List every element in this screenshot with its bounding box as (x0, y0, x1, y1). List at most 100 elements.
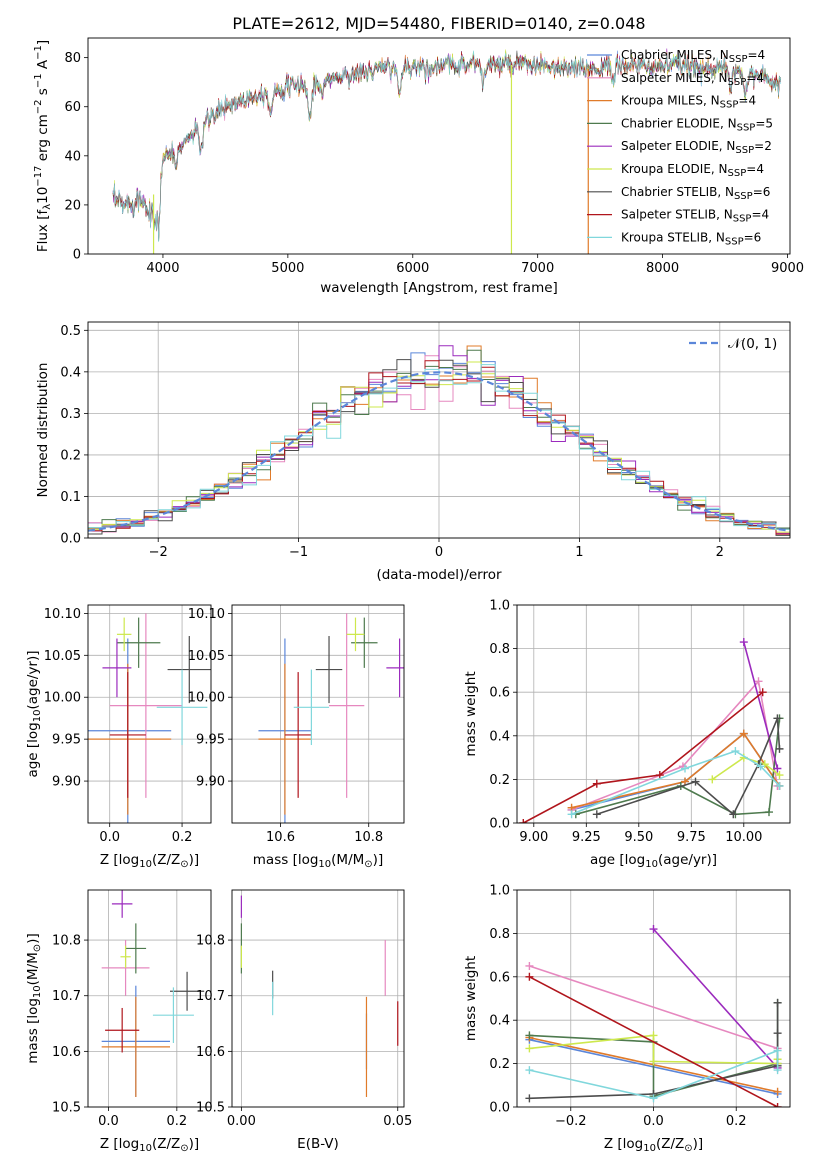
x-tick-label: 10.00 (725, 830, 762, 845)
legend-normal: 𝒩(0, 1) (728, 336, 777, 352)
spectrum-kroupa_stelib (112, 50, 782, 242)
weight-marker-kroupa_stelib (773, 1066, 782, 1075)
y-tick-label: 1.0 (489, 599, 510, 614)
y-tick-label: 9.95 (196, 733, 225, 748)
weight-marker-chabrier_stelib (773, 714, 782, 723)
weight-line-salpeter_stelib (522, 691, 764, 823)
x-tick-label: 9.50 (624, 830, 653, 845)
spectrum-ylabel: Flux [fλ10−17 erg cm−2 s−1 A−1] (33, 40, 53, 252)
y-tick-label: 10.6 (196, 1045, 225, 1060)
axes-frame-mass_vs_ebv (231, 889, 405, 1108)
legend-entry-kroupa_miles: Kroupa MILES, NSSP=4 (621, 94, 756, 111)
legend-tail: =5 (755, 116, 773, 130)
axes-frame-weight_vs_Z (516, 889, 791, 1108)
y-tick-label: 9.90 (196, 775, 225, 790)
legend-sub: SSP (735, 145, 754, 156)
x-tick-label: 0.05 (383, 1114, 412, 1129)
y-tick-label: 20 (64, 198, 81, 213)
legend-text: Chabrier ELODIE, N (621, 116, 737, 130)
x-tick-label: 6000 (396, 261, 429, 276)
y-tick-label: 10.00 (188, 691, 225, 706)
y-tick-label: 0.6 (489, 970, 510, 985)
axes-frame-residuals (87, 321, 791, 539)
x-tick-label: 9000 (771, 261, 804, 276)
legend-text: Kroupa MILES, N (621, 94, 720, 108)
y-tick-label: 10.10 (188, 607, 225, 622)
weight-marker-kroupa_stelib (681, 764, 689, 773)
y-tick-label: 0.4 (60, 365, 81, 380)
legend-sub: SSP (725, 236, 744, 247)
label-part: −17 (33, 166, 44, 187)
mass_vs_Z-ylabel: mass [log10(M/M⊙)] (25, 933, 43, 1063)
mass_vs_Z-xlabel: Z [log10(Z/Z⊙)] (100, 1136, 199, 1154)
weight-marker-kroupa_stelib (567, 810, 576, 819)
y-tick-label: 10.8 (52, 934, 81, 949)
axes-age_vs_mass: 10.6 10.8 9.90 9.95 10.00 10.05 10.10 mass [log… (188, 604, 405, 870)
label-part: ⊙ (180, 1143, 188, 1154)
weight-marker-kroupa_elodie (649, 1031, 658, 1040)
label-part: ⊙ (180, 859, 188, 870)
label-part: (age/yr)] (658, 852, 717, 868)
x-tick-label: −0.2 (555, 1114, 587, 1129)
age_vs_Z-xlabel: Z [log10(Z/Z⊙)] (100, 852, 199, 870)
weight-line-chabrier_stelib (596, 718, 781, 816)
y-tick-label: 40 (64, 149, 81, 164)
label-part: 10 (318, 859, 331, 870)
weight-marker-kroupa_stelib (756, 762, 765, 771)
x-tick-label: 0.00 (227, 1114, 256, 1129)
x-tick-label: 4000 (146, 261, 179, 276)
label-part: ] (35, 40, 51, 45)
label-part: mass [log (25, 998, 41, 1064)
weight-marker-salpeter_elodie (649, 925, 658, 934)
label-part: 10 (35, 187, 51, 204)
legend-sub: SSP (729, 54, 748, 65)
age_vs_mass-xlabel: mass [log10(M/M⊙)] (253, 852, 383, 870)
y-tick-label: 10.5 (196, 1101, 225, 1116)
label-part: (Z/Z (152, 1136, 180, 1152)
label-part: −1 (33, 45, 44, 60)
x-tick-label: 10.6 (266, 830, 295, 845)
weight-line-salpeter_miles (529, 965, 778, 1050)
y-tick-label: 10.05 (44, 649, 81, 664)
weight-line-kroupa_stelib (529, 1049, 779, 1100)
label-part: s (35, 88, 51, 99)
y-tick-label: 0.0 (489, 1101, 510, 1116)
x-tick-label: 10.8 (354, 830, 383, 845)
legend-text: Kroupa STELIB, N (621, 230, 725, 244)
y-tick-label: 0.6 (489, 686, 510, 701)
x-tick-label: 0.2 (166, 1114, 187, 1129)
label-part: −1 (33, 73, 44, 88)
grid-mass_vs_Z (88, 890, 211, 1108)
y-tick-label: 10.10 (44, 607, 81, 622)
weight-marker-kroupa_stelib (731, 747, 740, 756)
legend-sub: SSP (720, 100, 739, 111)
axes-frame-age_vs_Z (87, 604, 212, 824)
legend-sub: SSP (728, 77, 747, 88)
spectrum-xlabel: wavelength [Angstrom, rest frame] (320, 280, 558, 296)
axes-frame-age_vs_mass (231, 604, 405, 824)
normal-curve (88, 371, 790, 532)
residuals-ylabel: Normed distribution (35, 363, 51, 498)
label-part: age [log (590, 852, 645, 868)
mass_vs_ebv-xlabel: E(B-V) (297, 1136, 339, 1152)
label-part: Z [log (100, 852, 139, 868)
x-tick-label: 0.0 (643, 1114, 664, 1129)
label-part: 10 (32, 985, 43, 998)
weight-marker-kroupa_stelib (525, 1066, 534, 1075)
x-tick-label: 5000 (271, 261, 304, 276)
legend-text: Salpeter ELODIE, N (621, 139, 735, 153)
label-part: Z [log (604, 1136, 643, 1152)
weight-marker-chabrier_stelib (525, 1094, 534, 1103)
y-tick-label: 10.00 (44, 691, 81, 706)
label-part: −2 (33, 99, 44, 114)
weight_vs_Z-xlabel: Z [log10(Z/Z⊙)] (604, 1136, 703, 1154)
label-part: Z [log (100, 1136, 139, 1152)
axes-residuals: −2 −1 0 1 2 0.0 0.1 0.2 0.3 0.4 0.5 𝒩(0, 1) (data-mo… (35, 321, 791, 583)
weight-marker-chabrier_stelib (773, 1029, 782, 1038)
y-tick-label: 0.5 (60, 324, 81, 339)
axes-mass_vs_Z: 0.0 0.210.510.610.710.8Z [log10(Z/Z⊙)]mas… (25, 889, 212, 1154)
y-tick-label: 10.6 (52, 1045, 81, 1060)
